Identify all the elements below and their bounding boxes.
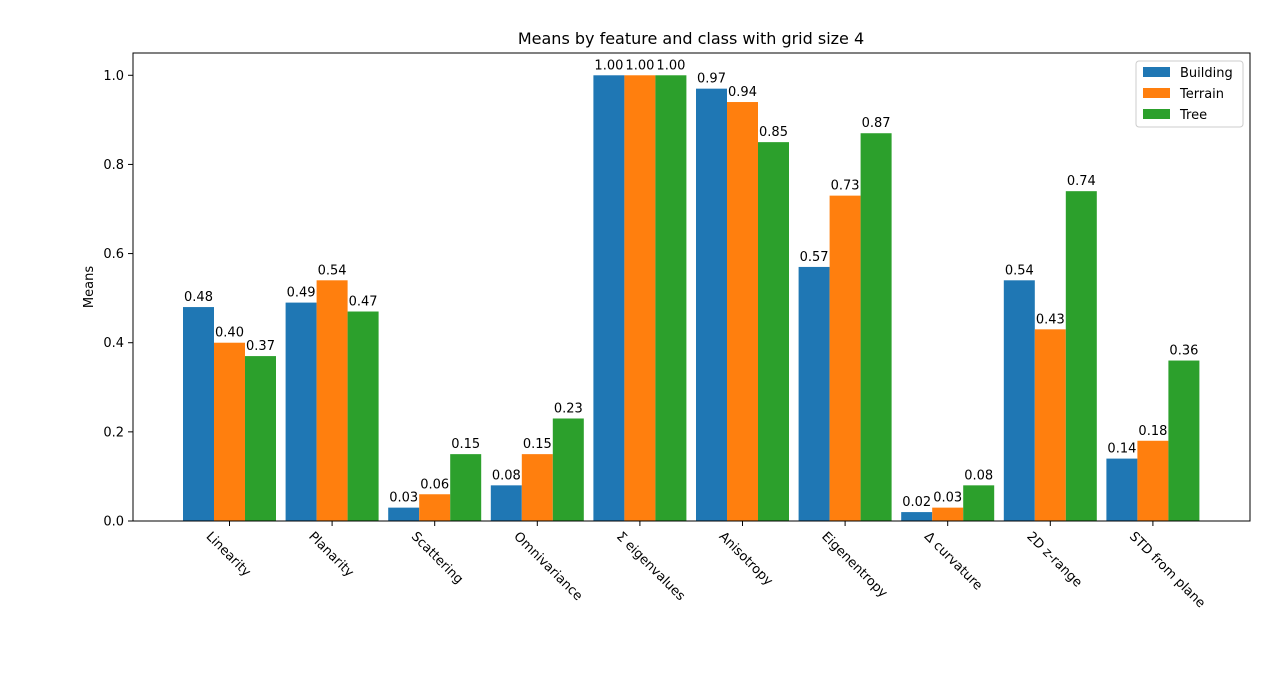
data-label: 0.85: [759, 125, 788, 140]
bar-building-4: [593, 75, 625, 521]
x-tick-label: 2D z-range: [1023, 529, 1084, 590]
plot-area: 0.48 0.490.030.081.000.970.570.020.540.14…: [103, 52, 1251, 611]
data-label: 0.15: [451, 437, 480, 452]
legend-label-building: Building: [1180, 66, 1233, 81]
data-label: 0.40: [215, 326, 244, 341]
y-tick-label: 0.8: [103, 158, 124, 173]
data-label: 1.00: [625, 58, 654, 73]
y-tick-label: 0.0: [103, 515, 124, 530]
data-label: 0.49: [287, 286, 316, 301]
x-tick-label: Eigenentropy: [818, 529, 890, 601]
bar-terrain-5: [727, 102, 758, 521]
x-tick-label: Anisotropy: [716, 529, 776, 589]
x-tick-label: Σ eigenvalues: [613, 529, 688, 604]
data-label: 0.03: [389, 491, 418, 506]
legend-swatch-building: [1143, 67, 1170, 77]
x-tick-label: STD from plane: [1126, 529, 1208, 611]
x-tick-label: Omnivariance: [510, 529, 585, 604]
data-label: 0.02: [902, 495, 931, 510]
bar-tree-9: [1168, 360, 1200, 521]
bar-building-2: [388, 507, 420, 521]
chart-title: Means by feature and class with grid siz…: [518, 29, 864, 48]
x-tick-label: Scattering: [408, 529, 466, 587]
bar-building-8: [1003, 280, 1035, 521]
data-label: 0.97: [697, 72, 726, 87]
bar-tree-2: [450, 454, 482, 521]
y-tick-label: 0.6: [103, 247, 124, 262]
data-label: 1.00: [656, 58, 685, 73]
bar-building-3: [490, 485, 522, 521]
bar-tree-0: [245, 356, 276, 521]
bar-terrain-8: [1034, 329, 1066, 521]
data-label: 0.06: [420, 477, 449, 492]
bar-tree-3: [552, 418, 584, 521]
data-label: 0.74: [1067, 174, 1096, 189]
data-label: 0.18: [1138, 424, 1167, 439]
bar-terrain-2: [419, 494, 451, 521]
bar-terrain-4: [624, 75, 656, 521]
data-label: 0.73: [831, 179, 860, 194]
bar-terrain-1: [316, 280, 348, 521]
x-tick-label: Planarity: [305, 529, 356, 580]
data-label: 0.87: [862, 116, 891, 131]
data-label: 0.48: [184, 290, 213, 305]
x-tick-label: Linearity: [203, 529, 254, 580]
y-tick-label: 0.2: [103, 425, 124, 440]
data-label: 0.54: [1005, 263, 1034, 278]
bar-building-9: [1106, 458, 1138, 521]
bar-tree-5: [758, 142, 789, 521]
legend: Building Terrain Tree: [1135, 60, 1244, 128]
legend-swatch-tree: [1143, 109, 1170, 119]
bar-tree-7: [963, 485, 995, 521]
bar-tree-6: [860, 133, 892, 522]
bar-building-5: [696, 88, 727, 521]
data-label: 0.54: [318, 263, 347, 278]
legend-label-terrain: Terrain: [1179, 87, 1224, 102]
y-tick-label: 1.0: [103, 69, 124, 84]
bar-building-6: [798, 266, 830, 521]
data-label: 0.57: [800, 250, 829, 265]
bar-terrain-6: [829, 195, 861, 521]
bar-terrain-3: [521, 454, 553, 521]
data-label: 0.43: [1036, 312, 1065, 327]
data-label: 0.15: [523, 437, 552, 452]
data-label: 0.23: [554, 401, 583, 416]
legend-label-tree: Tree: [1179, 108, 1207, 123]
data-label: 0.37: [246, 339, 275, 354]
data-label: 0.08: [964, 468, 993, 483]
axes-frame: [132, 52, 1251, 522]
bar-building-7: [901, 512, 933, 521]
data-label: 0.47: [349, 295, 378, 310]
data-label: 0.36: [1169, 344, 1198, 359]
bar-tree-1: [347, 311, 379, 521]
y-axis-label: Means: [82, 266, 97, 308]
bar-tree-4: [655, 75, 687, 521]
y-tick-label: 0.4: [103, 336, 124, 351]
x-tick-label: Δ curvature: [921, 529, 985, 593]
data-label: 0.14: [1107, 442, 1136, 457]
bar-tree-8: [1065, 191, 1097, 522]
data-label: 0.94: [728, 85, 757, 100]
bar-terrain-7: [932, 507, 964, 521]
data-label: 0.03: [933, 491, 962, 506]
data-label: 1.00: [594, 58, 623, 73]
data-label: 0.08: [492, 468, 521, 483]
legend-swatch-terrain: [1143, 88, 1170, 98]
bar-terrain-0: [214, 342, 245, 521]
bar-building-1: [285, 302, 317, 521]
bar-building-0: [183, 307, 214, 521]
bar-terrain-9: [1137, 440, 1169, 521]
